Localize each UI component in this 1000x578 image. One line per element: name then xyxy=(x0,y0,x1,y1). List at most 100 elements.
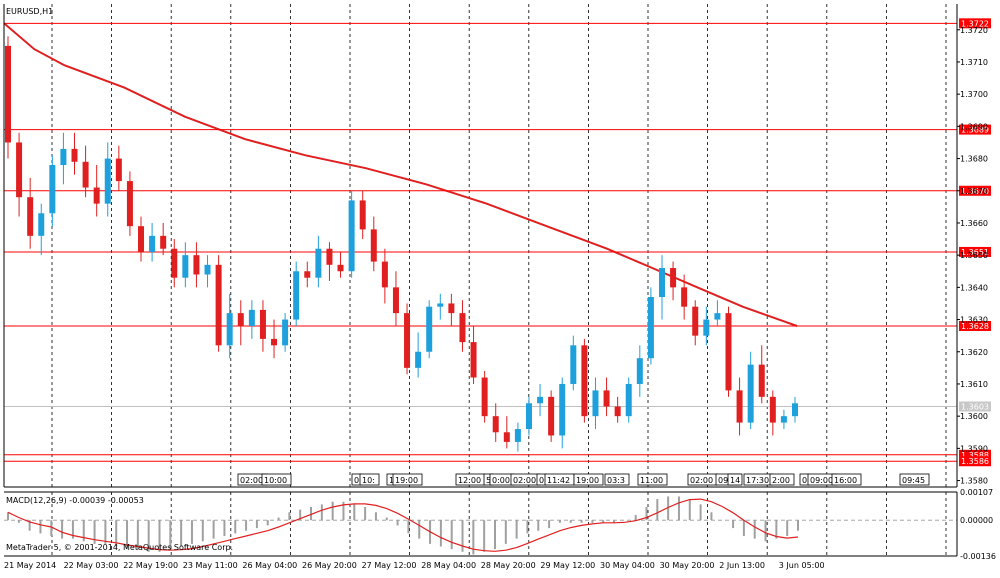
time-marker-label: 19:00 xyxy=(576,476,599,485)
moving-average-line xyxy=(3,22,798,327)
candle-body xyxy=(93,187,100,204)
candle-body xyxy=(138,226,145,252)
time-markers[interactable]: 02:00 10:00 0 10: 1 19:00 12:00 5 0:00 02:00 0 11:4… xyxy=(237,473,930,486)
candle-body xyxy=(747,364,754,423)
symbol-label: EURUSD,H1 xyxy=(6,7,53,16)
footer-text: MetaTrader 5, © 2001-2014, MetaQuotes So… xyxy=(6,543,233,552)
candle-body xyxy=(149,235,156,252)
y-axis-label: 1.3580 xyxy=(960,477,988,486)
time-marker-label: 1 xyxy=(389,476,394,485)
x-axis-label: 27 May 12:00 xyxy=(362,561,417,570)
level-price-tag xyxy=(959,124,991,135)
time-marker-label: 11:00 xyxy=(640,476,663,485)
candle-body xyxy=(226,313,233,346)
candles xyxy=(5,36,798,452)
y-axis-label: 1.3630 xyxy=(960,316,988,325)
candle-body xyxy=(681,287,688,307)
time-marker-box xyxy=(899,473,930,486)
time-marker: 02:00 xyxy=(510,473,541,486)
level-price-label: 1.3670 xyxy=(961,187,989,196)
y-axis-label: 1.3690 xyxy=(960,122,988,131)
candle-body xyxy=(282,319,289,346)
macd-y-axis-label: 0.00000 xyxy=(960,516,993,525)
candle-body xyxy=(182,255,189,278)
candle-body xyxy=(525,403,532,430)
candle-body xyxy=(658,268,665,298)
time-marker: 10: xyxy=(359,473,380,486)
candle-body xyxy=(71,148,78,162)
time-marker: 19:00 xyxy=(392,473,423,486)
candle-body xyxy=(792,403,798,417)
x-axis-label: 30 May 04:00 xyxy=(600,561,655,570)
x-axis-label: 28 May 20:00 xyxy=(481,561,536,570)
time-marker-label: 10:00 xyxy=(264,476,287,485)
candle-body xyxy=(392,287,399,314)
time-marker-label: 16:00 xyxy=(834,476,857,485)
level-price-tag xyxy=(959,449,991,460)
candle-body xyxy=(780,416,787,423)
time-marker-label: 0 xyxy=(354,476,359,485)
candle-body xyxy=(60,148,67,165)
y-axis-label: 1.3710 xyxy=(960,58,988,67)
time-marker: 11:00 xyxy=(637,473,668,486)
candle-body xyxy=(481,377,488,417)
candle-body xyxy=(714,313,721,320)
candle-body xyxy=(415,351,422,368)
candle-body xyxy=(725,313,732,391)
candle-body xyxy=(193,255,200,275)
time-marker: 03:3 xyxy=(604,473,630,486)
time-marker-box xyxy=(359,473,380,486)
time-marker: 12:00 xyxy=(455,473,486,486)
moving-average xyxy=(3,22,798,327)
time-marker-box xyxy=(573,473,604,486)
candle-body xyxy=(293,271,300,320)
level-price-label: 1.3722 xyxy=(961,19,989,28)
candle-body xyxy=(304,271,311,278)
candle-body xyxy=(537,396,544,404)
candle-body xyxy=(348,200,355,272)
y-axis-label: 1.3720 xyxy=(960,26,988,35)
macd-y-axis-label: 0.00107 xyxy=(960,488,993,497)
time-marker-label: 09:00 xyxy=(810,476,833,485)
time-marker: 0:00 xyxy=(489,473,515,486)
time-marker: 09:45 xyxy=(899,473,930,486)
level-price-tag xyxy=(959,185,991,196)
candle-body xyxy=(248,309,255,326)
candle-body xyxy=(237,313,244,326)
candle-body xyxy=(326,248,333,265)
level-price-tag xyxy=(959,246,991,257)
time-marker: 16:00 xyxy=(831,473,862,486)
time-marker-label: 0 xyxy=(802,476,807,485)
horizontal-levels[interactable] xyxy=(4,22,957,462)
candle-body xyxy=(503,432,510,442)
level-price-tag xyxy=(959,321,991,331)
candle-body xyxy=(204,264,211,275)
time-marker-label: 0:00 xyxy=(492,476,510,485)
candle-body xyxy=(381,261,388,288)
candle-body xyxy=(404,313,411,368)
candle-body xyxy=(614,406,621,417)
candle-body xyxy=(592,390,599,417)
y-axis-label: 1.3670 xyxy=(960,187,988,196)
x-axis-label: 26 May 20:00 xyxy=(302,561,357,570)
candle-body xyxy=(49,165,56,214)
time-marker-label: 11:42 xyxy=(547,476,570,485)
y-axis-label: 1.3610 xyxy=(960,380,988,389)
macd-label: MACD(12,26,9) -0.00039 -0.00053 xyxy=(6,496,144,505)
time-marker-box xyxy=(727,473,743,486)
candle-body xyxy=(492,416,499,433)
y-axis-label: 1.3640 xyxy=(960,283,988,292)
candle-body xyxy=(259,309,266,339)
time-marker-label: 12:00 xyxy=(458,476,481,485)
time-marker-label: 02:00 xyxy=(240,476,263,485)
candle-body xyxy=(636,358,643,384)
time-marker: 02:00 xyxy=(687,473,718,486)
x-axis-label: 21 May 2014 xyxy=(4,561,56,570)
level-price-tag xyxy=(959,18,991,29)
current-price-tag xyxy=(959,401,991,412)
time-marker-label: 17:30 xyxy=(746,476,769,485)
time-marker: 14 xyxy=(727,473,743,486)
time-marker-label: 14 xyxy=(730,476,740,485)
